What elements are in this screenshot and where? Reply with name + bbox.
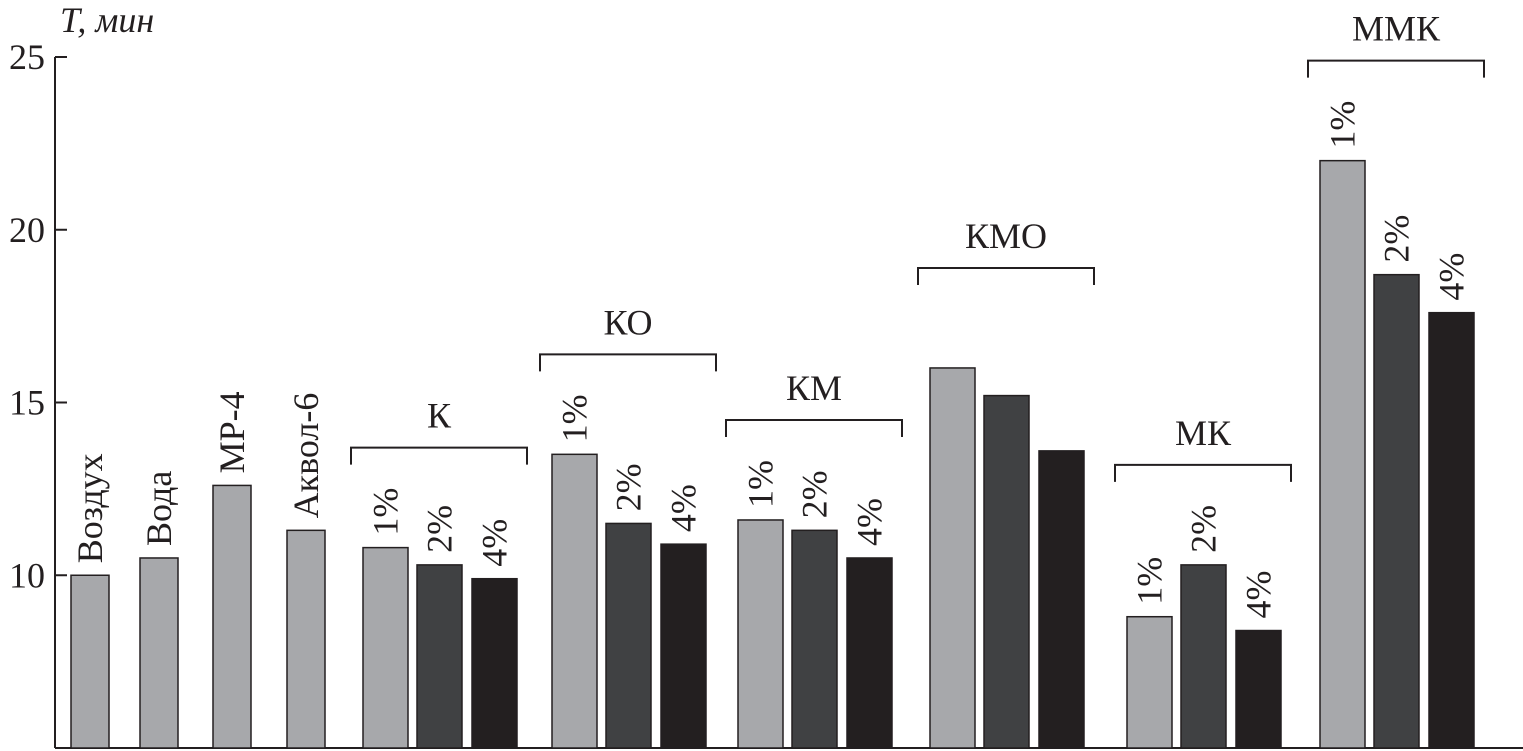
group-label: ММК [1352, 9, 1441, 49]
bar-label: 1% [1130, 557, 1170, 605]
bar [416, 564, 463, 749]
bar [983, 394, 1030, 749]
bar-label: 1% [366, 488, 406, 536]
bar [212, 484, 252, 749]
bar [737, 519, 784, 749]
bar [605, 522, 652, 749]
bar [846, 557, 893, 749]
bar-label: 4% [1432, 253, 1472, 301]
bar [929, 367, 976, 749]
group-label: КМ [786, 368, 842, 408]
bar-label: 2% [1377, 215, 1417, 263]
bar-label: 4% [664, 484, 704, 532]
y-tick-label: 25 [9, 37, 45, 77]
group-bracket [539, 353, 717, 372]
bar-label: 1% [555, 394, 595, 442]
bar-label: 2% [1184, 505, 1224, 553]
y-tick-label: 20 [9, 210, 45, 250]
group-label: К [427, 396, 452, 436]
bar-label: Воздух [70, 453, 110, 563]
bar [139, 557, 179, 749]
bar [1319, 159, 1366, 749]
bar [70, 574, 110, 749]
bar-label: Вода [139, 471, 179, 546]
bar-label: МР-4 [212, 391, 252, 473]
y-axis-label: T, мин [60, 0, 154, 40]
group-bracket [1307, 59, 1485, 78]
y-tick-label: 15 [9, 383, 45, 423]
bar-label: 4% [1239, 571, 1279, 619]
bar [1428, 311, 1475, 749]
bar [362, 546, 409, 749]
group-label: КО [603, 302, 652, 342]
bar-label: 4% [850, 498, 890, 546]
bar [1373, 273, 1420, 749]
bar [1235, 629, 1282, 749]
group-bracket [917, 266, 1095, 285]
bar-label: 2% [795, 470, 835, 518]
group-bracket [725, 418, 903, 437]
bar [791, 529, 838, 749]
bar [660, 543, 707, 749]
bar [1126, 615, 1173, 749]
bar-label: Аквол-6 [286, 393, 326, 519]
group-bracket [350, 446, 528, 465]
bar-label: 1% [741, 460, 781, 508]
y-tick-label: 10 [9, 555, 45, 595]
bar-label: 2% [609, 463, 649, 511]
group-label: КМО [965, 216, 1047, 256]
group-label: МК [1175, 413, 1232, 453]
bar [471, 577, 518, 749]
bar-label: 4% [475, 519, 515, 567]
bar [1038, 450, 1085, 749]
group-bracket [1114, 463, 1292, 482]
bar-label: 1% [1323, 101, 1363, 149]
bar [1180, 564, 1227, 749]
bar [286, 529, 326, 749]
bar-label: 2% [420, 505, 460, 553]
bar [551, 453, 598, 749]
